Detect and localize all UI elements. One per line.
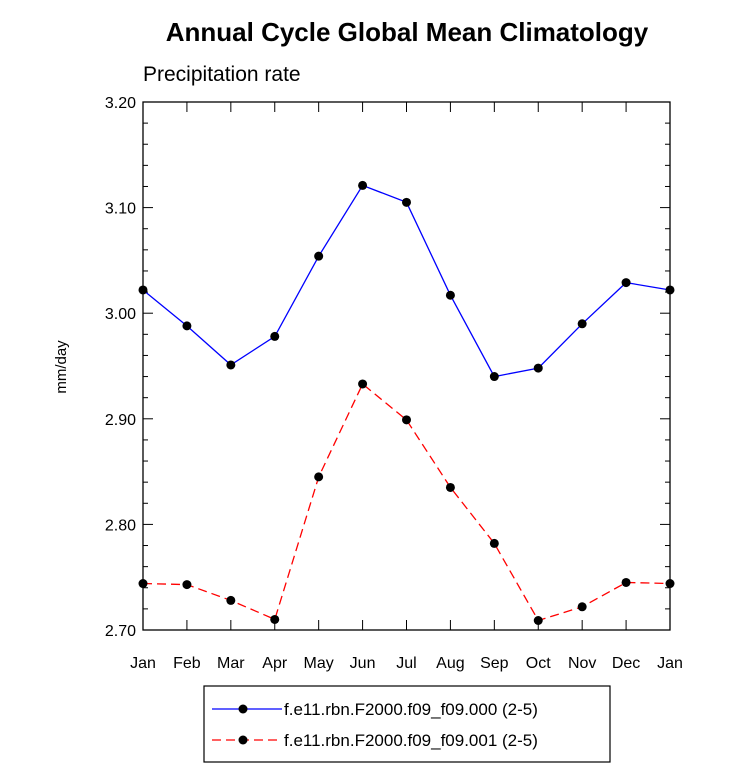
x-tick-label: Jul (396, 655, 416, 672)
x-tick-label: Dec (612, 655, 640, 672)
y-tick-labels: 2.70 2.80 2.90 3.00 3.10 3.20 (105, 95, 136, 640)
series-1-point (665, 285, 675, 295)
series-2-point (489, 538, 499, 548)
series-1-point (314, 251, 324, 261)
x-tick-labels: Jan Feb Mar Apr May Jun Jul Aug Sep Oct Nov Dec Jan (130, 655, 683, 672)
series-2-point (226, 595, 236, 605)
plot-frame (142, 101, 671, 631)
x-tick-label: Nov (568, 655, 596, 672)
y-tick-label: 3.10 (105, 201, 136, 218)
x-tick-label: Mar (217, 655, 245, 672)
series-2-point (402, 415, 411, 425)
series-2-point (182, 580, 192, 590)
series-2-point (445, 482, 455, 492)
x-tick-label: Oct (526, 655, 551, 672)
series-1-point (489, 372, 499, 382)
series-layer (138, 180, 675, 625)
legend-box (203, 685, 611, 763)
series-1-point (533, 363, 543, 373)
x-tick-label: Sep (480, 655, 509, 672)
chart-subtitle: Precipitation rate (143, 63, 301, 86)
x-tick-label: Jan (657, 655, 683, 672)
plot-ticks (142, 101, 671, 631)
y-tick-label: 2.70 (105, 623, 136, 640)
legend-marker-series-1 (238, 704, 248, 714)
x-tick-label: Jun (350, 655, 376, 672)
x-tick-label: Aug (436, 655, 464, 672)
y-tick-label: 3.00 (105, 306, 136, 323)
x-tick-label: Feb (173, 655, 201, 672)
series-2-point (665, 579, 675, 589)
y-tick-label: 2.90 (105, 412, 136, 429)
y-tick-label: 3.20 (105, 95, 136, 112)
legend-label-series-2: f.e11.rbn.F2000.f09_f09.001 (2-5) (284, 731, 538, 750)
series-1-line (142, 184, 671, 378)
y-tick-label: 2.80 (105, 517, 136, 534)
y-axis-label: mm/day (53, 340, 70, 394)
series-1-point (358, 180, 368, 190)
legend-label-series-1: f.e11.rbn.F2000.f09_f09.000 (2-5) (284, 700, 538, 719)
series-2-point (358, 379, 368, 389)
legend: f.e11.rbn.F2000.f09_f09.000 (2-5) f.e11.… (203, 685, 611, 763)
x-tick-label: May (304, 655, 334, 672)
series-1-point (577, 319, 587, 329)
series-1-point (138, 285, 148, 295)
legend-marker-series-2 (238, 735, 248, 745)
series-1-point (621, 278, 631, 288)
series-1-point (445, 290, 455, 300)
series-2-point (314, 472, 324, 482)
x-tick-label: Apr (262, 655, 288, 672)
series-1-point (270, 331, 280, 341)
series-2-point (138, 579, 148, 589)
series-2-point (621, 577, 631, 587)
series-1-point (182, 321, 192, 331)
series-2-point (533, 615, 543, 625)
series-2-point (270, 614, 280, 624)
series-1-point (402, 197, 411, 207)
chart-title: Annual Cycle Global Mean Climatology (166, 17, 649, 47)
x-tick-label: Jan (130, 655, 156, 672)
series-1-point (226, 360, 236, 370)
series-2-point (577, 602, 587, 612)
